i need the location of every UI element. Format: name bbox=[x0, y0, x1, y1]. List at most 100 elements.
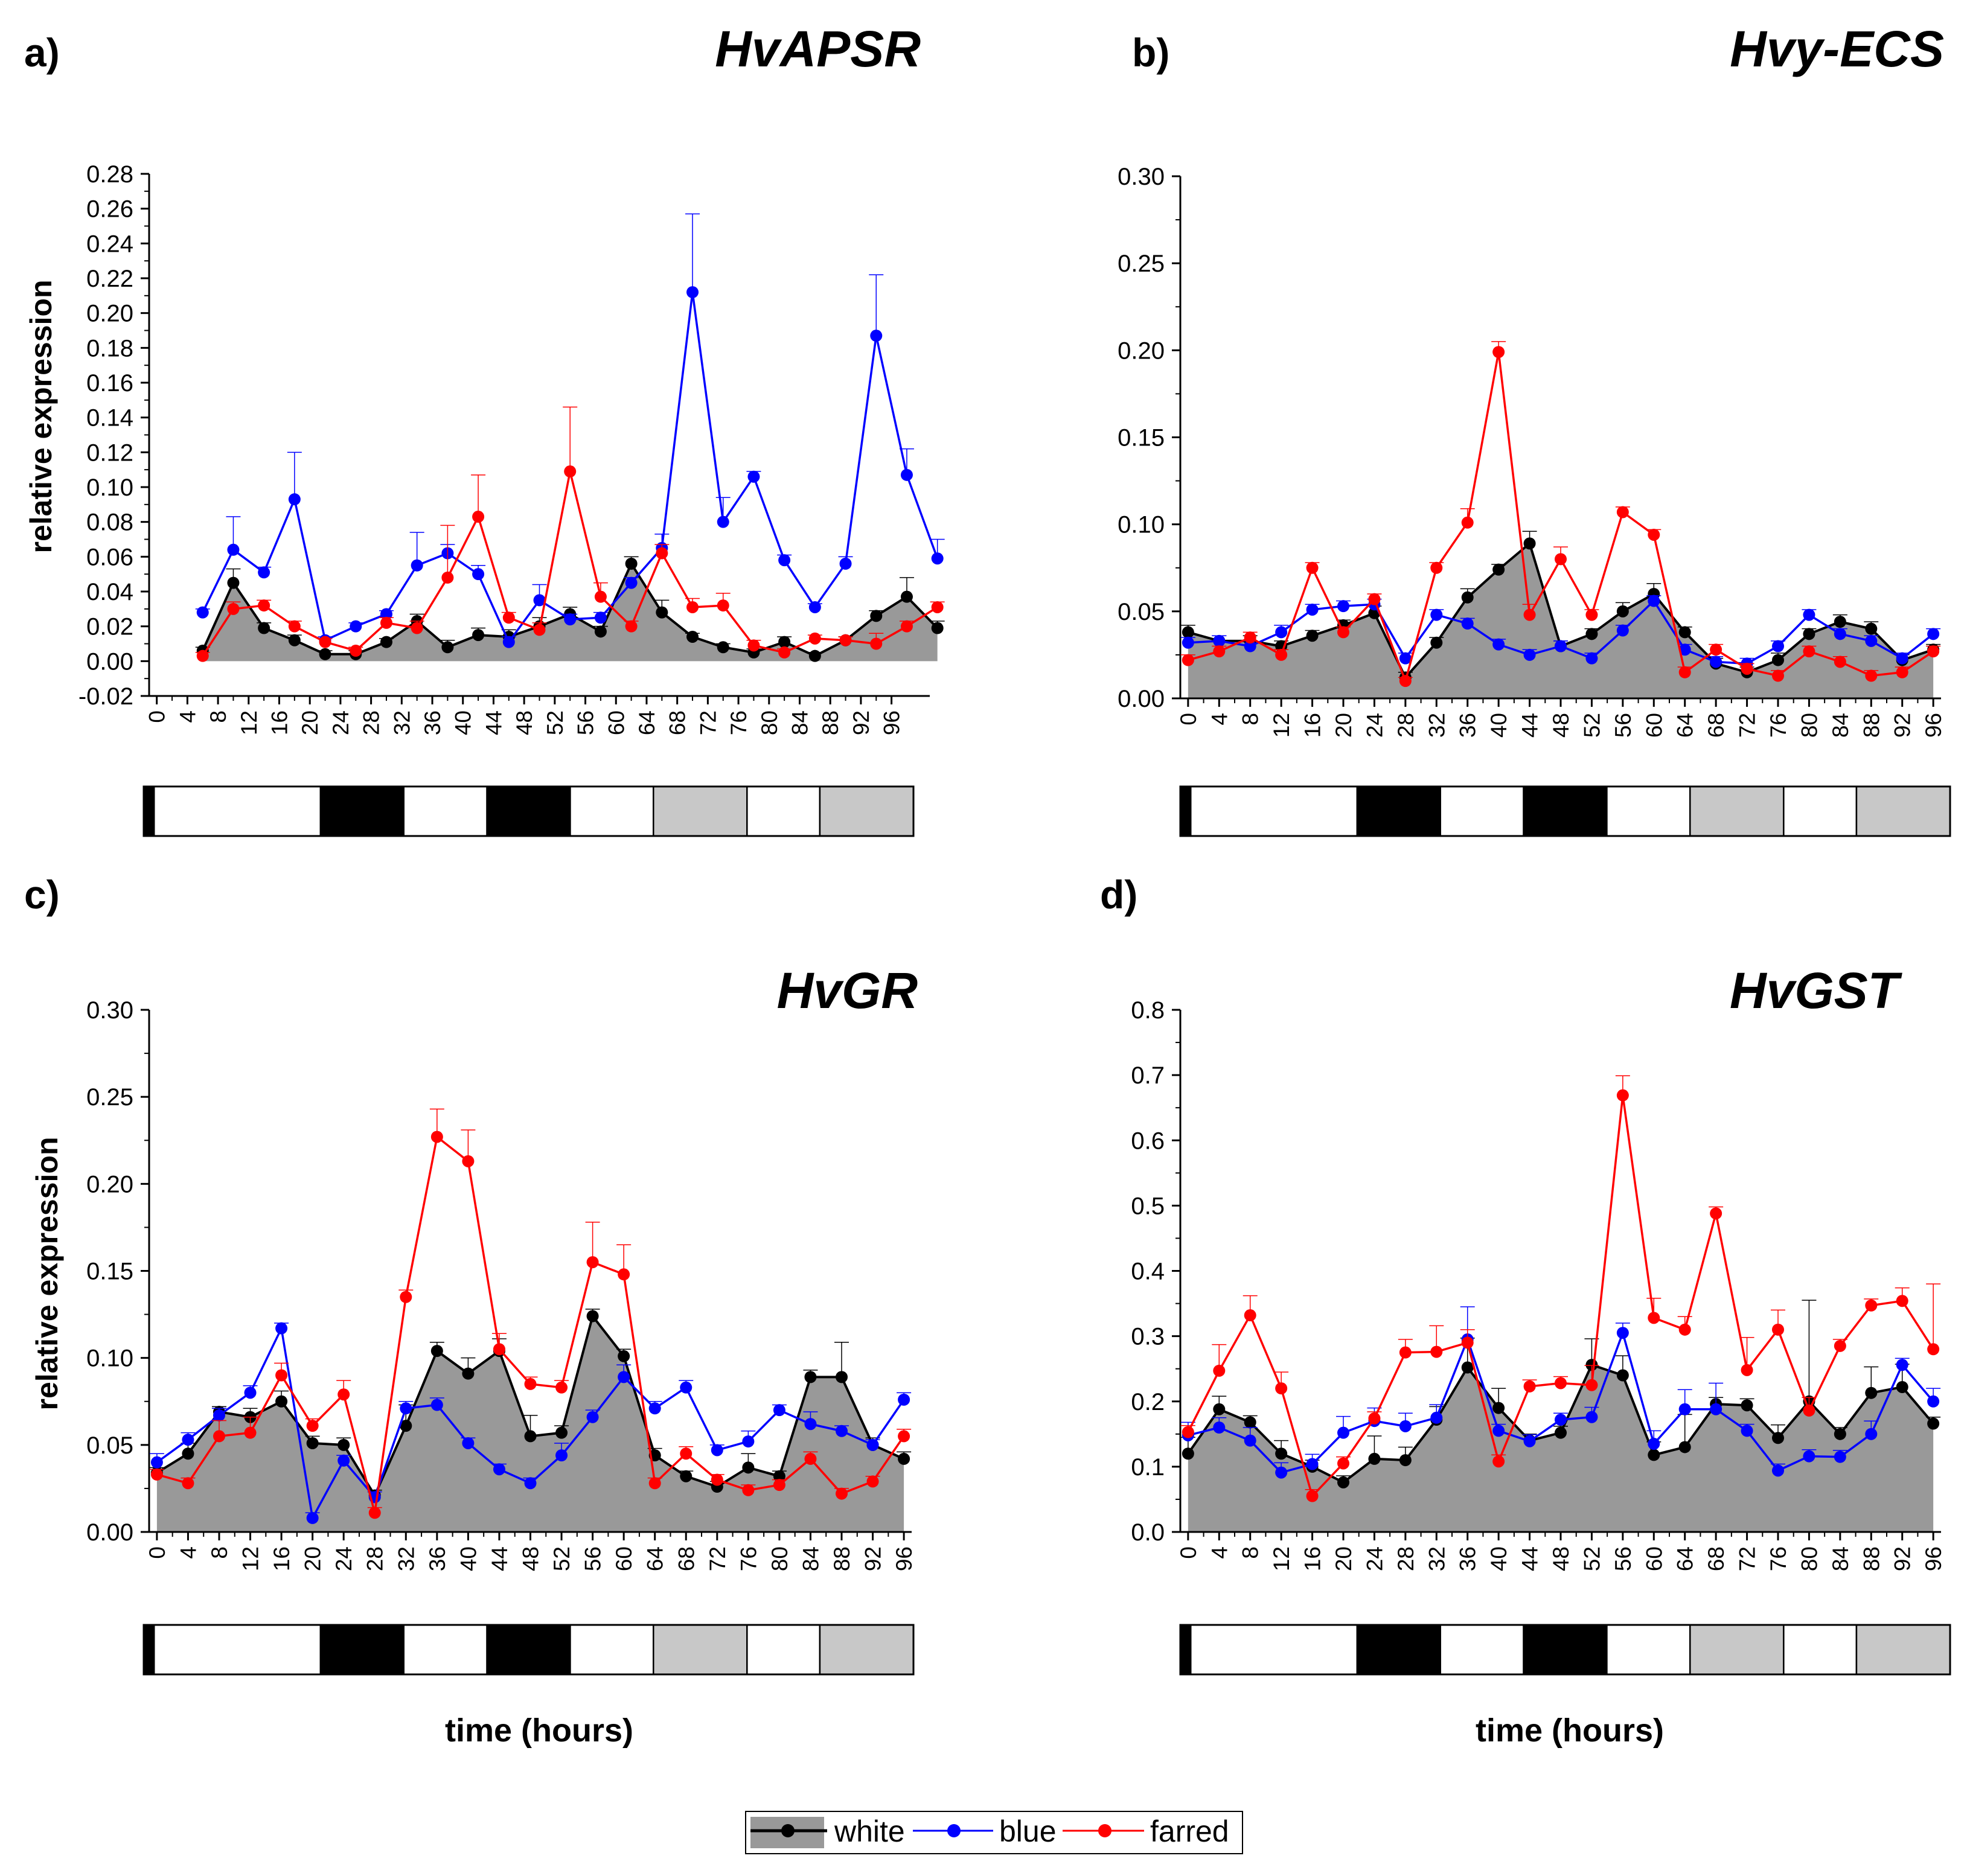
blue-data-point bbox=[711, 1444, 723, 1456]
blue-data-point bbox=[196, 606, 209, 619]
light-bar-frame bbox=[142, 1624, 915, 1676]
light-segment-light bbox=[1189, 785, 1358, 837]
white-data-point bbox=[1648, 1449, 1660, 1461]
x-tick-label: 16 bbox=[269, 1546, 294, 1571]
x-tick-label: 40 bbox=[1486, 713, 1511, 738]
blue-data-point bbox=[1244, 1434, 1256, 1447]
x-tick-label: 56 bbox=[1611, 1546, 1636, 1571]
farred-data-point bbox=[337, 1388, 350, 1401]
white-data-point bbox=[742, 1461, 755, 1474]
x-tick-label: 88 bbox=[1859, 1546, 1884, 1571]
x-tick-label: 12 bbox=[238, 1546, 263, 1571]
white-data-point bbox=[524, 1430, 537, 1443]
white-data-point bbox=[808, 649, 821, 662]
chart-hvy-ecs: 0.000.050.100.150.200.250.300 4 8 12 16 20 24 2… bbox=[1118, 164, 1946, 738]
x-tick-label: 56 bbox=[1611, 713, 1636, 738]
legend-white-label: white bbox=[834, 1814, 905, 1848]
white-data-point bbox=[870, 610, 883, 622]
blue-data-point bbox=[524, 1477, 537, 1490]
x-tick-label: 0 bbox=[1176, 1546, 1201, 1559]
blue-data-point bbox=[258, 566, 270, 579]
x-tick-label: 8 bbox=[206, 710, 231, 723]
blue-data-point bbox=[337, 1454, 350, 1467]
white-data-point bbox=[898, 1452, 910, 1465]
x-axis-label-d: time (hours) bbox=[1476, 1712, 1664, 1749]
light-bar-frame bbox=[1179, 785, 1951, 837]
x-tick-label: 68 bbox=[1704, 1546, 1729, 1571]
y-tick-label: -0.02 bbox=[78, 683, 133, 710]
y-tick-label: 0.25 bbox=[1118, 250, 1165, 277]
blue-data-point bbox=[1772, 1464, 1784, 1477]
light-segment-dark bbox=[1179, 785, 1192, 837]
y-tick-label: 0.06 bbox=[86, 544, 133, 570]
x-tick-label: 0 bbox=[1176, 713, 1201, 726]
x-tick-label: 48 bbox=[512, 710, 537, 735]
farred-data-point bbox=[1678, 666, 1691, 678]
x-tick-label: 36 bbox=[1456, 1546, 1480, 1571]
white-data-point bbox=[594, 625, 607, 638]
light-segment-light bbox=[1439, 785, 1524, 837]
blue-data-point bbox=[1678, 643, 1691, 656]
white-data-point bbox=[1616, 1369, 1629, 1382]
farred-data-point bbox=[380, 616, 392, 629]
blue-data-point bbox=[1834, 1450, 1846, 1463]
blue-data-point bbox=[1585, 1411, 1598, 1423]
x-tick-label: 16 bbox=[267, 710, 292, 735]
x-tick-label: 80 bbox=[1797, 713, 1821, 738]
farred-data-point bbox=[1865, 669, 1878, 682]
x-tick-label: 24 bbox=[1362, 713, 1387, 738]
y-tick-label: 0.20 bbox=[1118, 337, 1165, 364]
white-data-point bbox=[1399, 1454, 1412, 1467]
legend-blue-label: blue bbox=[999, 1814, 1057, 1848]
farred-data-point bbox=[275, 1369, 288, 1382]
y-axis-label-c: relative expression bbox=[30, 1137, 64, 1410]
farred-data-point bbox=[1585, 608, 1598, 621]
farred-data-point bbox=[866, 1475, 879, 1488]
light-segment-dark bbox=[486, 1624, 571, 1676]
light-segment-dark bbox=[142, 785, 155, 837]
white-data-point bbox=[1772, 654, 1784, 666]
y-tick-label: 0.8 bbox=[1131, 997, 1165, 1024]
y-tick-label: 0.10 bbox=[1118, 512, 1165, 538]
white-data-point bbox=[1865, 1386, 1878, 1399]
x-tick-label: 20 bbox=[1331, 1546, 1356, 1571]
blue-data-point bbox=[648, 1402, 661, 1415]
white-data-point bbox=[804, 1371, 817, 1383]
blue-data-point bbox=[742, 1435, 755, 1448]
farred-data-point bbox=[288, 620, 301, 633]
x-tick-label: 92 bbox=[1890, 713, 1915, 738]
white-data-point bbox=[1585, 628, 1598, 640]
white-data-point bbox=[1461, 1361, 1474, 1374]
y-tick-label: 0.08 bbox=[86, 509, 133, 536]
light-segment-dark bbox=[1179, 1624, 1192, 1676]
farred-data-point bbox=[1492, 346, 1505, 359]
white-data-point bbox=[441, 641, 454, 654]
blue-data-point bbox=[1337, 1426, 1349, 1439]
farred-data-point bbox=[524, 1377, 537, 1390]
blue-data-point bbox=[1648, 1438, 1660, 1450]
blue-data-point bbox=[680, 1381, 692, 1394]
farred-data-point bbox=[1430, 1345, 1443, 1358]
farred-data-point bbox=[1896, 666, 1908, 678]
white-data-point bbox=[1678, 1441, 1691, 1453]
x-tick-label: 56 bbox=[574, 710, 598, 735]
white-data-point bbox=[430, 1345, 443, 1358]
x-tick-label: 48 bbox=[519, 1546, 543, 1571]
light-segment-dark bbox=[486, 785, 571, 837]
farred-data-point bbox=[472, 511, 485, 523]
white-area-fill bbox=[1188, 543, 1934, 698]
white-data-point bbox=[1803, 628, 1815, 640]
farred-data-point bbox=[227, 602, 240, 615]
legend-frame bbox=[745, 1811, 1243, 1854]
farred-data-point bbox=[441, 571, 454, 584]
y-tick-label: 0.24 bbox=[86, 231, 133, 257]
farred-data-point bbox=[1585, 1379, 1598, 1391]
farred-data-point bbox=[773, 1479, 785, 1492]
light-segment-dark bbox=[1356, 785, 1441, 837]
farred-data-point bbox=[711, 1473, 723, 1486]
x-tick-label: 32 bbox=[1424, 1546, 1449, 1571]
farred-data-point bbox=[778, 646, 791, 659]
x-tick-label: 72 bbox=[1735, 713, 1760, 738]
blue-data-point bbox=[1865, 1428, 1878, 1440]
x-tick-label: 72 bbox=[705, 1546, 730, 1571]
